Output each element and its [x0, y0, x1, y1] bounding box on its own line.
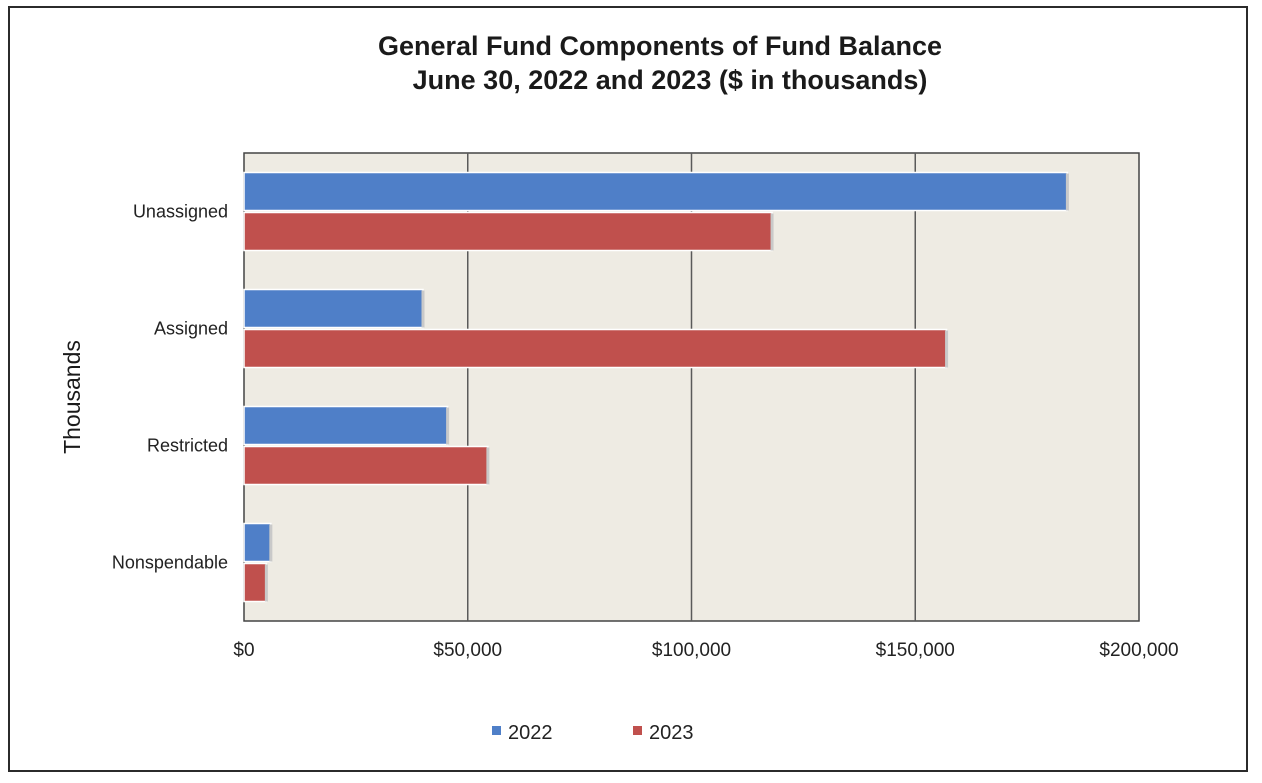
legend: 2022 2023: [492, 722, 694, 744]
bar-2023-unassigned: [243, 211, 773, 252]
legend-label-2022: 2022: [508, 722, 553, 744]
bar-2023-assigned: [243, 328, 948, 369]
category-label: Assigned: [154, 319, 228, 339]
category-label: Restricted: [147, 436, 228, 456]
chart-subtitle: June 30, 2022 and 2023 ($ in thousands): [413, 65, 928, 95]
chart-title: General Fund Components of Fund Balance: [378, 31, 942, 61]
bars: [243, 171, 1069, 603]
x-tick-label: $150,000: [876, 640, 955, 661]
category-label: Nonspendable: [112, 553, 228, 573]
x-tick-label: $100,000: [652, 640, 731, 661]
bar-2023-restricted: [243, 445, 489, 486]
x-tick-label: $50,000: [433, 640, 502, 661]
x-tick-label: $200,000: [1099, 640, 1178, 661]
legend-swatch-2022: [492, 726, 501, 735]
legend-label-2023: 2023: [649, 722, 694, 744]
bar-2022-assigned: [243, 288, 424, 329]
x-tick-label: $0: [233, 640, 254, 661]
bar-2022-restricted: [243, 405, 449, 446]
category-labels: Unassigned Assigned Restricted Nonspendable: [112, 202, 228, 573]
bar-2022-unassigned: [243, 171, 1069, 212]
category-label: Unassigned: [133, 202, 228, 222]
y-axis-title: Thousands: [59, 340, 85, 454]
legend-swatch-2023: [633, 726, 642, 735]
bar-2023-nonspendable: [243, 562, 268, 603]
x-tick-labels: $0 $50,000 $100,000 $150,000 $200,000: [233, 640, 1178, 661]
bar-2022-nonspendable: [243, 522, 272, 563]
